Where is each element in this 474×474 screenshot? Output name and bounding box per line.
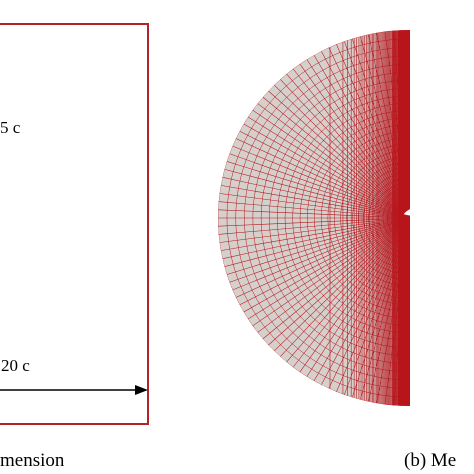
panel-b-mesh: (b) Me — [218, 30, 456, 471]
mesh-arc-line — [368, 177, 410, 259]
domain-boundary — [0, 23, 149, 425]
mesh-radial-line — [218, 158, 410, 219]
mesh-arc-line — [292, 102, 410, 334]
mesh-radial-line — [223, 217, 410, 294]
caption-b: (b) Me — [404, 450, 456, 471]
arrow-head-icon — [135, 385, 148, 395]
mesh-radial-line — [273, 72, 410, 219]
mesh-arc-line — [363, 172, 410, 264]
mesh-radial-line — [231, 217, 410, 310]
mesh-radial-line — [223, 142, 410, 219]
mesh-radial-line — [218, 217, 410, 245]
mesh-radial-line — [301, 217, 410, 385]
mesh-arc-line — [390, 199, 410, 237]
mesh-radial-line — [218, 191, 410, 219]
mesh-radial-line — [244, 104, 410, 219]
mesh-arc-line — [244, 55, 410, 381]
mesh-refinement-band-edge — [392, 30, 398, 406]
mesh-radial-line — [244, 217, 410, 332]
mesh-arc-line — [284, 95, 410, 341]
mesh-radial-line — [301, 51, 410, 219]
mesh-radial-line — [218, 217, 410, 278]
mesh-arc-line — [299, 110, 410, 326]
mesh-arc-line — [276, 87, 410, 349]
mesh-radial-line — [218, 183, 410, 219]
mesh-radial-line — [231, 126, 410, 219]
dim-label-horizontal: 20 c — [1, 356, 30, 375]
airfoil-icon — [403, 206, 431, 216]
mesh-arc-line — [260, 71, 410, 365]
mesh-radial-line — [280, 217, 410, 370]
mesh-arc-line — [226, 38, 410, 398]
mesh-arc-line — [235, 47, 410, 389]
mesh-radial-line — [218, 217, 410, 253]
mesh-arc-line — [269, 79, 410, 357]
mesh-radial-line — [273, 217, 410, 364]
mesh-arc-line — [252, 63, 410, 373]
caption-a: mension — [0, 450, 65, 471]
mesh-arc-line — [346, 155, 410, 281]
dim-label-vertical: 5 c — [0, 118, 21, 137]
panel-a-domain: 5 c 20 c mension — [0, 23, 149, 471]
mesh-refinement-band — [398, 30, 410, 406]
mesh-radial-line — [280, 66, 410, 219]
